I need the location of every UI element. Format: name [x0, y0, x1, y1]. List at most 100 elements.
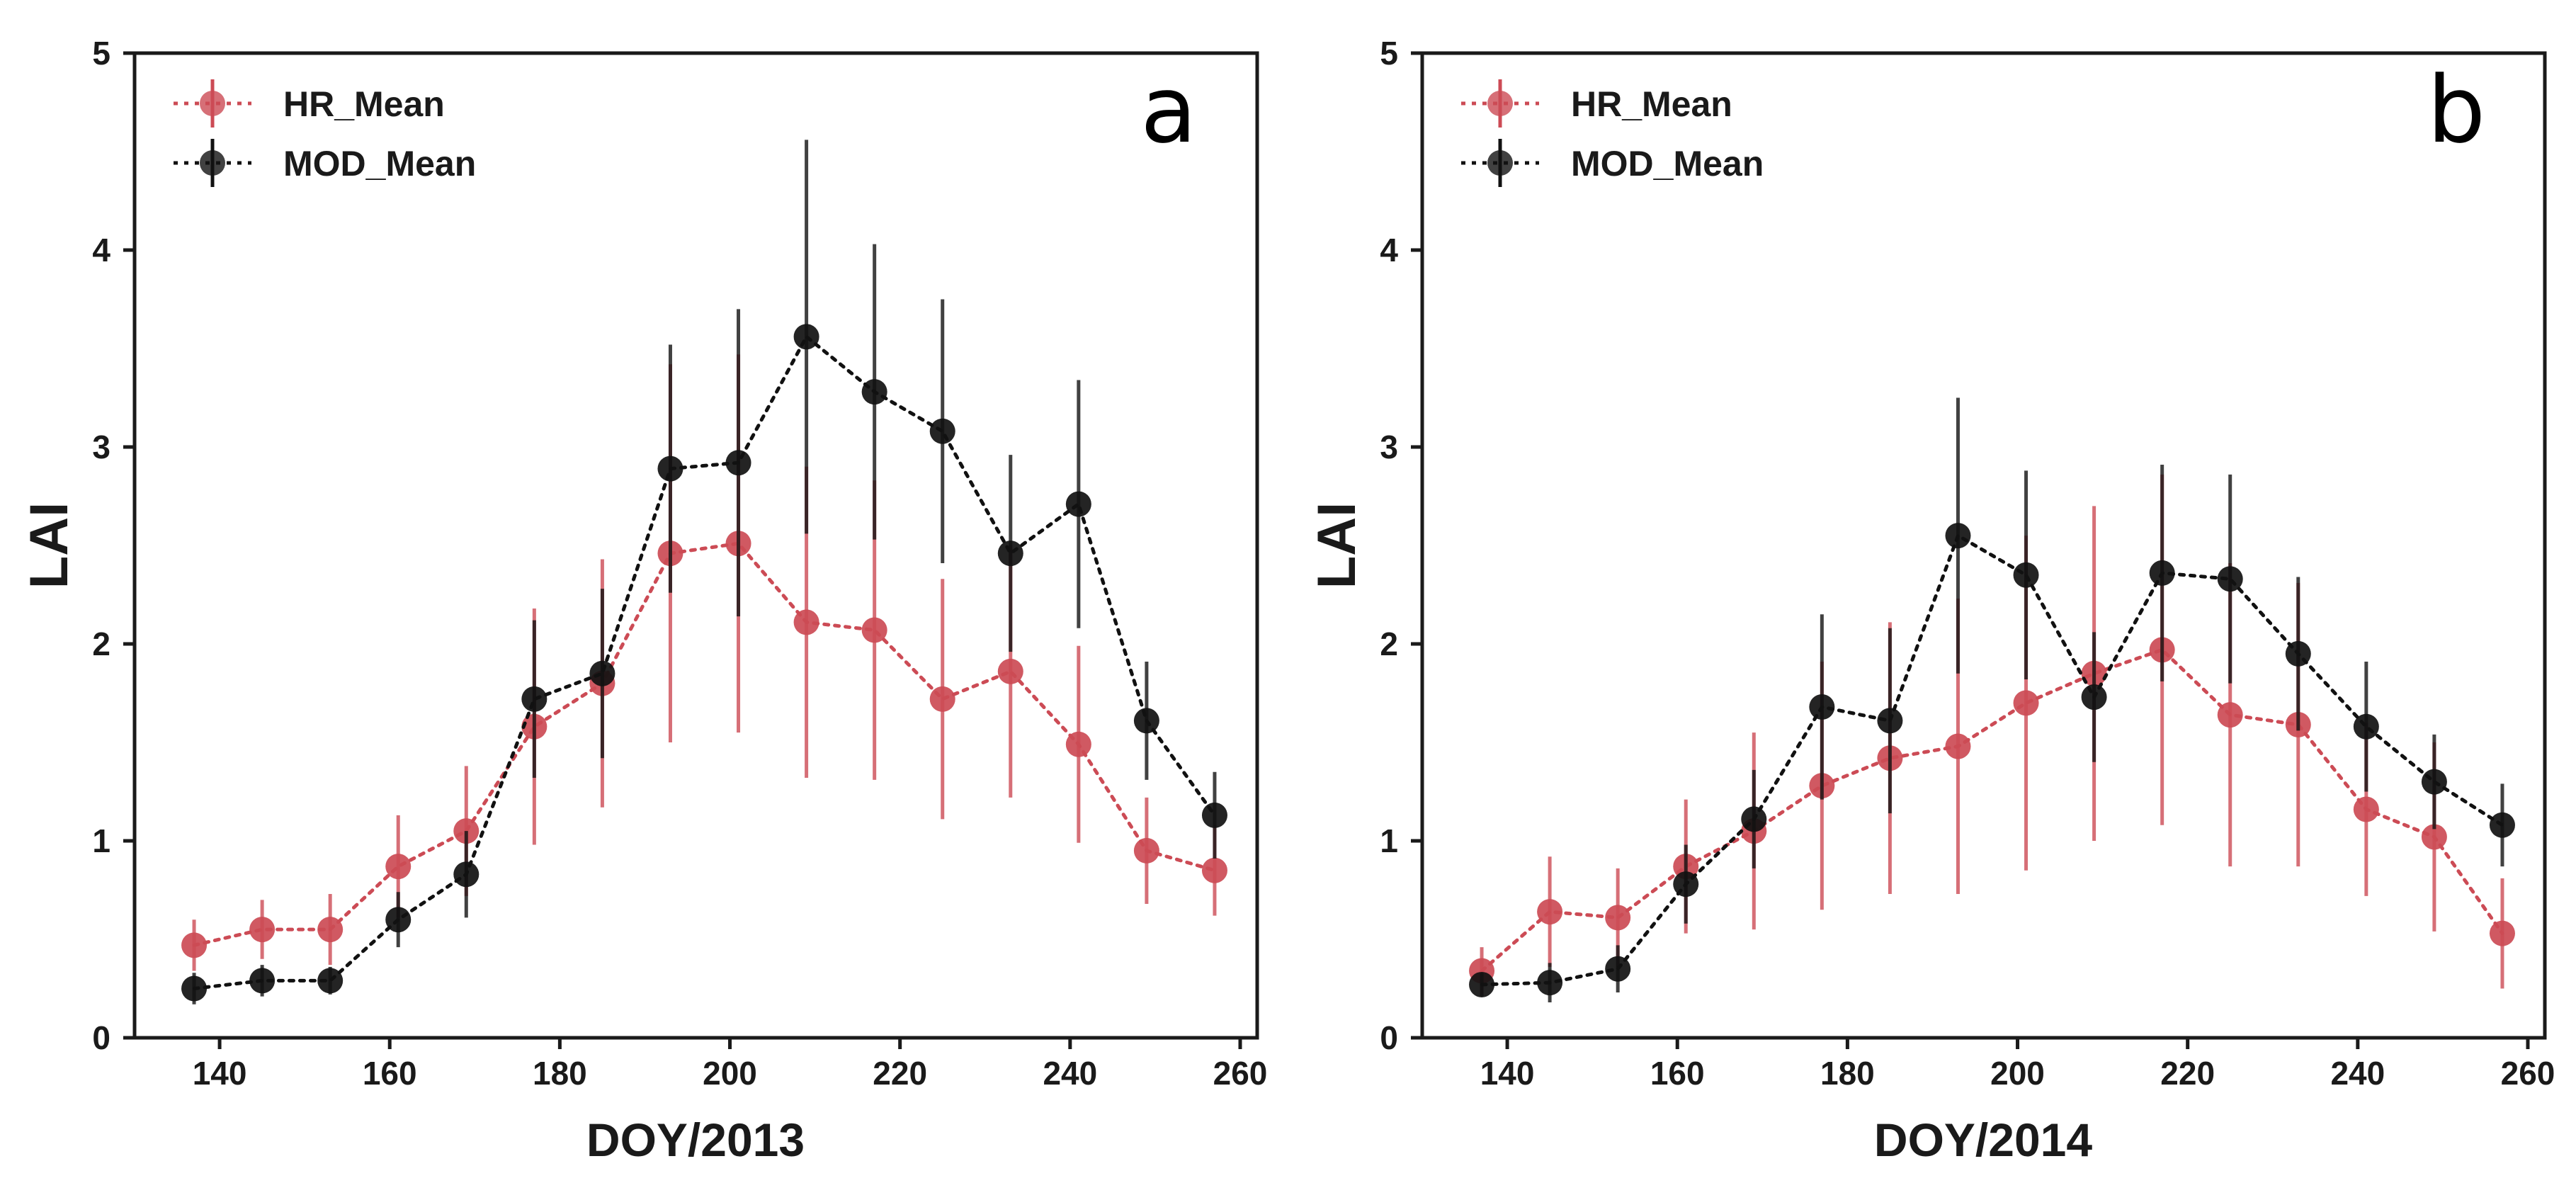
panel-letter: a: [1140, 56, 1197, 164]
series-mod-mean: [181, 140, 1227, 1004]
data-point: [1133, 708, 1159, 734]
data-point: [861, 617, 887, 643]
data-point: [929, 686, 955, 712]
data-point: [385, 854, 412, 880]
data-point: [997, 540, 1023, 567]
data-point: [1945, 523, 1971, 549]
data-point: [1469, 971, 1495, 997]
plot-frame: [132, 51, 1259, 1040]
x-tick-label: 260: [1213, 1055, 1268, 1092]
data-point: [1065, 731, 1091, 757]
legend-mod-label: MOD_Mean: [283, 144, 476, 183]
y-axis-label: LAI: [1307, 502, 1367, 589]
data-point: [1537, 899, 1563, 925]
data-point: [2353, 796, 2379, 822]
data-point: [1133, 837, 1159, 864]
data-point: [521, 686, 547, 712]
x-tick-label: 140: [193, 1055, 247, 1092]
data-point: [2353, 713, 2379, 740]
data-point: [997, 658, 1023, 684]
data-point: [725, 450, 751, 476]
data-point: [1673, 871, 1699, 898]
y-tick-label: 3: [92, 429, 110, 465]
data-point: [2217, 702, 2243, 728]
x-tick-label: 220: [2160, 1055, 2215, 1092]
legend-mod-marker: [1487, 150, 1513, 176]
data-point: [793, 324, 819, 350]
data-point: [1065, 491, 1091, 517]
data-point: [1201, 857, 1227, 883]
legend-entry-hr: HR_Mean: [174, 79, 445, 128]
chart-panel-b: 140 160 180 200 220 240 260 0 1 2 3 4 5 DOY/2014 LAI…: [1307, 35, 2555, 1166]
legend-entry-hr: HR_Mean: [1461, 79, 1732, 128]
data-point: [1537, 970, 1563, 996]
series-line: [192, 541, 1217, 947]
data-point: [317, 917, 344, 943]
legend-hr-label: HR_Mean: [1571, 84, 1732, 124]
data-point: [2489, 920, 2515, 946]
legend-hr-marker: [200, 91, 225, 116]
data-point: [1877, 708, 1903, 734]
legend-mod-marker: [200, 150, 225, 176]
y-axis-label: LAI: [19, 502, 79, 589]
x-tick-label: 140: [1480, 1055, 1535, 1092]
y-tick-label: 4: [1380, 232, 1398, 268]
x-tick-label: 220: [873, 1055, 927, 1092]
data-point: [2081, 684, 2107, 711]
series-mod-mean: [1469, 397, 2515, 1002]
data-point: [2013, 562, 2039, 588]
data-point: [2149, 560, 2175, 586]
data-point: [181, 932, 208, 958]
y-tick-label: 3: [1380, 429, 1398, 465]
y-tick-label: 0: [92, 1019, 110, 1056]
x-tick-label: 180: [1820, 1055, 1875, 1092]
y-tick-label: 0: [1380, 1019, 1398, 1056]
data-point: [1945, 733, 1971, 759]
legend: HR_Mean MOD_Mean: [1461, 79, 1764, 187]
axis-ticks: 140 160 180 200 220 240 260 0 1 2 3 4 5: [92, 35, 1267, 1092]
data-point: [181, 975, 208, 1002]
series-line: [192, 334, 1217, 990]
panel-letter: b: [2427, 56, 2486, 164]
y-tick-label: 5: [92, 35, 110, 72]
data-point: [317, 968, 344, 994]
data-point: [861, 379, 887, 405]
series-line: [1480, 647, 2504, 973]
data-point: [385, 907, 412, 933]
series-line: [1480, 533, 2504, 987]
data-point: [1201, 802, 1227, 828]
x-tick-label: 160: [363, 1055, 417, 1092]
data-point: [1741, 806, 1767, 832]
data-point: [929, 418, 955, 444]
data-point: [249, 917, 276, 943]
data-point: [2013, 690, 2039, 716]
chart-panel-a: 140 160 180 200 220 240 260 0 1 2 3 4 5 DOY/2013 LAI…: [19, 35, 1267, 1166]
legend-entry-mod: MOD_Mean: [174, 139, 476, 187]
series-layer: [1469, 397, 2515, 1002]
y-tick-label: 1: [1380, 822, 1398, 859]
legend-hr-marker: [1487, 91, 1513, 116]
series-layer: [181, 140, 1227, 1004]
legend-mod-label: MOD_Mean: [1571, 144, 1764, 183]
y-tick-label: 2: [92, 626, 110, 662]
data-point: [2489, 812, 2515, 838]
data-point: [2217, 566, 2243, 592]
x-tick-label: 260: [2501, 1055, 2555, 1092]
x-axis-label: DOY/2014: [1874, 1114, 2092, 1166]
data-point: [453, 861, 480, 888]
x-axis-label: DOY/2013: [586, 1114, 805, 1166]
x-tick-label: 240: [1043, 1055, 1097, 1092]
y-tick-label: 5: [1380, 35, 1398, 72]
data-point: [1605, 905, 1631, 931]
legend-hr-label: HR_Mean: [283, 84, 445, 124]
data-point: [2421, 824, 2447, 850]
plot-frame: [1420, 51, 2547, 1040]
data-point: [1605, 956, 1631, 982]
y-tick-label: 2: [1380, 626, 1398, 662]
legend-entry-mod: MOD_Mean: [1461, 139, 1764, 187]
x-tick-label: 160: [1650, 1055, 1705, 1092]
y-tick-label: 1: [92, 822, 110, 859]
data-point: [249, 968, 276, 994]
data-point: [2421, 769, 2447, 795]
